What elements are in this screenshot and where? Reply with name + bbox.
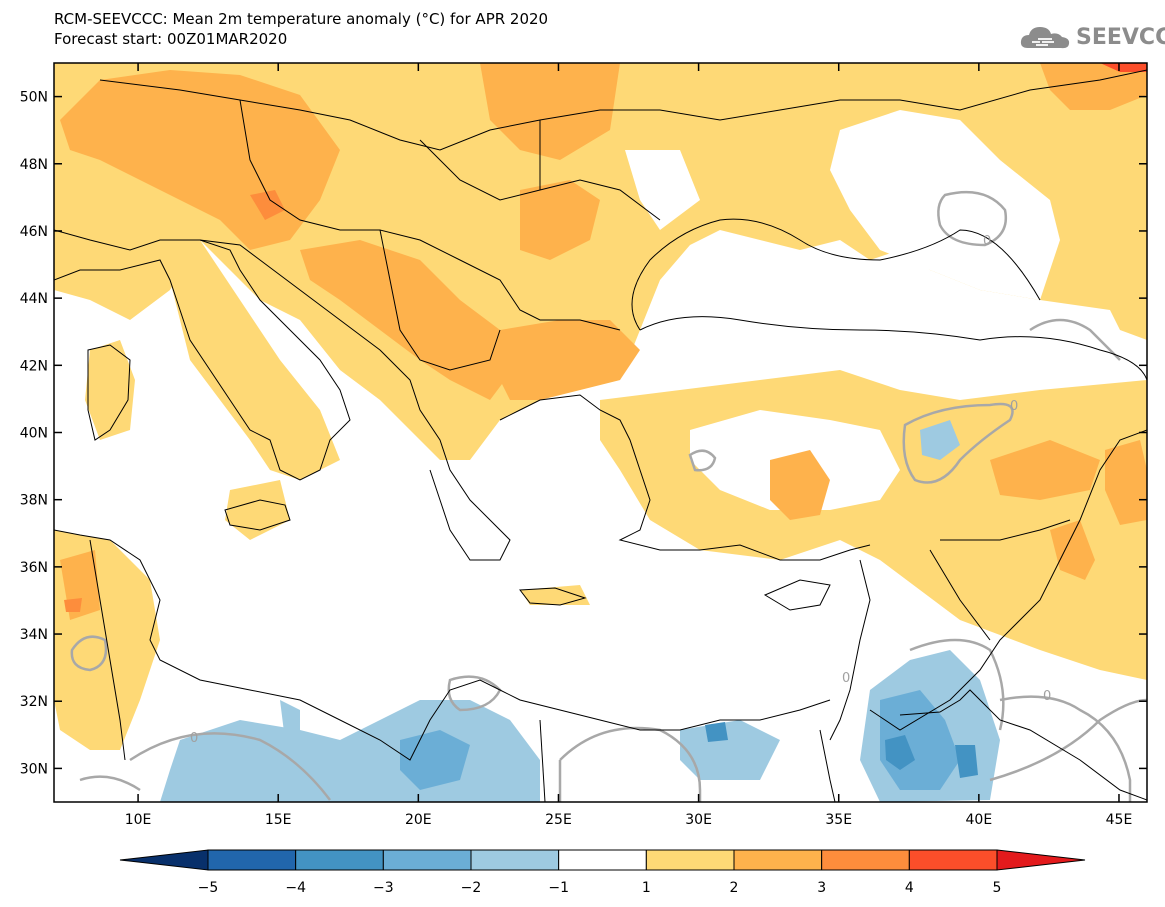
contour-label: 0 [1043, 689, 1051, 704]
coastlines [54, 69, 1147, 802]
colorbar-label: −3 [373, 880, 394, 896]
lon-tick-label: 20E [405, 812, 432, 828]
lon-tick-label: 40E [966, 812, 993, 828]
lat-tick-label: 50N [20, 90, 48, 106]
lat-tick-label: 34N [20, 627, 48, 643]
colorbar-box [645, 849, 735, 871]
lat-tick-label: 46N [20, 224, 48, 240]
anomaly-neg-3-4-egypt [705, 722, 728, 742]
anomaly-neg-1-2-egypt [680, 720, 780, 780]
anomaly-1-2-sardinia [85, 340, 135, 440]
colorbar-label: −1 [548, 880, 569, 896]
lon-tick-label: 10E [125, 812, 152, 828]
anomaly-neutral-russia [830, 110, 1060, 300]
anomaly-2-3-iraq [1050, 520, 1095, 580]
lat-tick-label: 32N [20, 694, 48, 710]
anomaly-neg-3-4-arabia-a [885, 735, 915, 770]
contour-labels: 0 0 0 0 0 [190, 234, 1051, 746]
colorbar: −5 −4 −3 −2 −1 1 2 3 4 5 [119, 849, 1086, 896]
anomaly-3-4-tunisia [64, 598, 82, 612]
colorbar-box [295, 849, 384, 871]
anomaly-2-3-iran [990, 440, 1100, 500]
lat-tick-label: 40N [20, 426, 48, 442]
colorbar-label: −5 [198, 880, 219, 896]
logo-text: SEEVCCC [1076, 25, 1165, 50]
contour-label: 0 [1010, 399, 1018, 414]
colorbar-high-end [996, 849, 1086, 871]
anomaly-2-3-anatolia-c [770, 450, 830, 520]
lon-tick-label: 30E [685, 812, 712, 828]
colorbar-label: −2 [461, 880, 482, 896]
colorbar-box [908, 849, 998, 871]
forecast-start-label: Forecast start: 00Z01MAR2020 [54, 30, 288, 48]
colorbar-label: 5 [993, 880, 1002, 896]
longitude-axis: 10E 15E 20E 25E 30E 35E 40E 45E [125, 63, 1133, 828]
latitude-axis: 50N 48N 46N 44N 42N 40N 38N 36N 34N 32N 30N [20, 90, 1147, 777]
anomaly-2-3-balkans [300, 240, 520, 400]
lat-tick-label: 44N [20, 291, 48, 307]
anomaly-2-3-bulgaria [495, 320, 640, 400]
cloud-icon [1020, 27, 1070, 49]
lon-tick-label: 45E [1106, 812, 1133, 828]
colorbar-low-end [119, 849, 209, 871]
anomaly-4-5-russia [1100, 63, 1147, 72]
anomaly-2-3-caucasus [1105, 440, 1147, 525]
colorbar-box [821, 849, 910, 871]
anomaly-1-2-italy [170, 240, 340, 480]
colorbar-label: −4 [285, 880, 306, 896]
colorbar-label: 4 [905, 880, 914, 896]
lon-tick-label: 25E [545, 812, 572, 828]
lat-tick-label: 38N [20, 493, 48, 509]
anomaly-3-4-alps [250, 190, 285, 220]
contour-label: 0 [190, 731, 198, 746]
contour-label: 0 [842, 671, 850, 686]
anomaly-neg-1-2-libya-w [280, 700, 300, 740]
seevccc-logo: SEEVCCC [1018, 22, 1165, 54]
anomaly-neg-3-4-arabia-b [955, 745, 978, 778]
lat-tick-label: 48N [20, 157, 48, 173]
lat-tick-label: 42N [20, 358, 48, 374]
colorbar-label: 1 [642, 880, 651, 896]
contour-label: 0 [983, 234, 991, 249]
colorbar-box [733, 849, 823, 871]
anomaly-2-3-romania [520, 180, 600, 260]
lat-tick-label: 36N [20, 560, 48, 576]
anomaly-neg-1-2-turkey-e [920, 420, 960, 460]
lon-tick-label: 15E [265, 812, 292, 828]
anomaly-2-3-ukraine-north [480, 63, 620, 160]
colorbar-box [558, 849, 647, 871]
anomaly-2-3-russia-ne [1040, 63, 1147, 110]
lon-tick-label: 35E [825, 812, 852, 828]
anomaly-1-2-cyprus [520, 585, 590, 605]
colorbar-label: 3 [817, 880, 826, 896]
lat-tick-label: 30N [20, 761, 48, 777]
colorbar-label: 2 [730, 880, 739, 896]
colorbar-box [207, 849, 297, 871]
anomaly-field [54, 63, 1147, 802]
map-title: RCM-SEEVCCC: Mean 2m temperature anomaly… [54, 10, 549, 28]
colorbar-box [470, 849, 560, 871]
anomaly-neutral-ukraine [625, 150, 700, 230]
colorbar-box [382, 849, 472, 871]
